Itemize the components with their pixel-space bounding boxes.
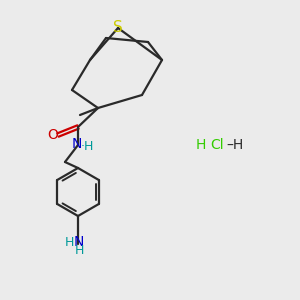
Text: N: N (74, 235, 84, 249)
Text: H: H (64, 236, 74, 248)
Text: S: S (113, 20, 123, 35)
Text: –H: –H (226, 138, 243, 152)
Text: Cl: Cl (210, 138, 224, 152)
Text: H: H (74, 244, 84, 257)
Text: O: O (48, 128, 58, 142)
Text: H: H (196, 138, 206, 152)
Text: ·H: ·H (80, 140, 94, 154)
Text: N: N (72, 137, 82, 151)
